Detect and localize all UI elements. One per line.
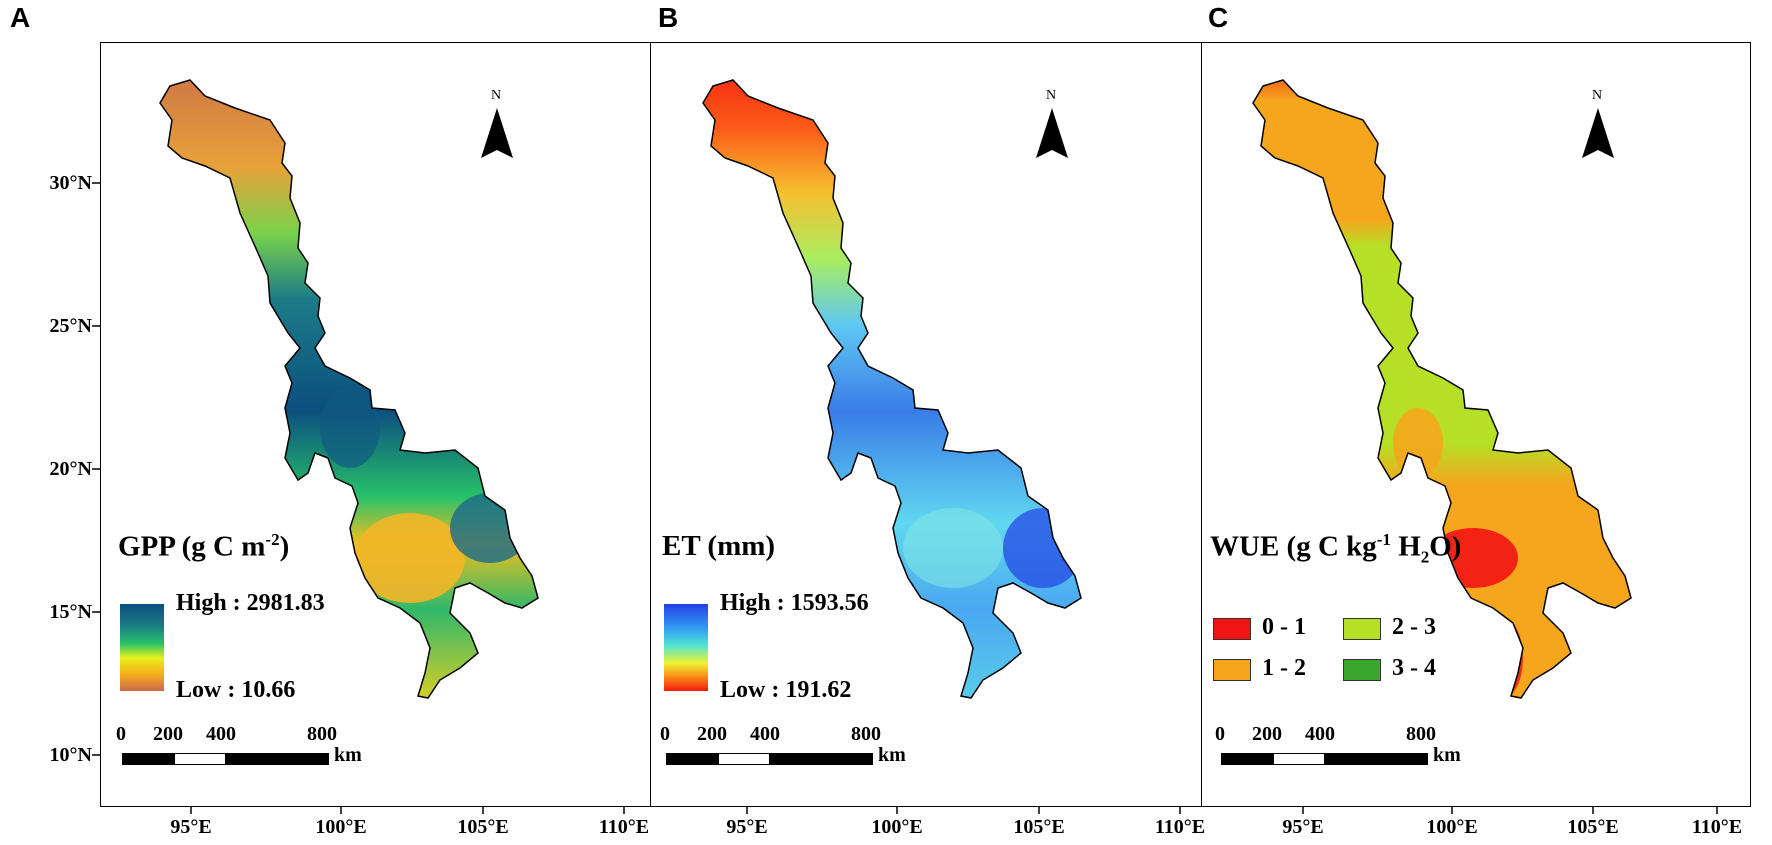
panel-c-scale-tick-400: 400 bbox=[1305, 723, 1335, 745]
lat-label-15n: 15°N bbox=[49, 601, 92, 623]
panel-c-scale-tick-200: 200 bbox=[1252, 723, 1282, 745]
panel-c-scale-tick-0: 0 bbox=[1215, 723, 1225, 745]
panel-c-scale-seg-2 bbox=[1273, 753, 1325, 765]
lon-label-110e-b: 110°E bbox=[1154, 816, 1206, 838]
panel-a-basin-map bbox=[159, 79, 539, 699]
panel-b-north-label: N bbox=[1046, 88, 1057, 103]
panel-b-high-label: High : 1593.56 bbox=[720, 590, 869, 616]
panel-c-class-swatch-3-4 bbox=[1343, 659, 1381, 681]
panel-a-north-label: N bbox=[491, 88, 502, 103]
lon-label-105e-b: 105°E bbox=[1013, 816, 1065, 838]
panel-a-north-arrow-icon bbox=[481, 108, 513, 158]
panel-a-letter: A bbox=[10, 2, 31, 33]
panel-a-scale-tick-200: 200 bbox=[153, 723, 183, 745]
lat-label-10n: 10°N bbox=[49, 744, 92, 766]
panel-c-legend-title: WUE (g C kg-1 H2O) bbox=[1210, 530, 1462, 567]
lon-label-95e-b: 95°E bbox=[726, 816, 768, 838]
panel-a-low-label: Low : 10.66 bbox=[176, 677, 296, 703]
lon-label-100e-c: 100°E bbox=[1426, 816, 1478, 838]
panel-b-letter: B bbox=[658, 2, 679, 33]
panel-a-scale-tick-400: 400 bbox=[206, 723, 236, 745]
lon-label-105e-a: 105°E bbox=[457, 816, 509, 838]
panel-a-legend-title: GPP (g C m-2) bbox=[118, 530, 290, 563]
lon-ticks bbox=[190, 806, 1718, 814]
panel-b-scale-seg-1 bbox=[666, 753, 718, 765]
lat-label-30n: 30°N bbox=[49, 172, 92, 194]
panel-b-scale-unit: km bbox=[878, 744, 906, 766]
panel-c-class-label-3-4: 3 - 4 bbox=[1392, 655, 1436, 681]
panel-c-scale-seg-1 bbox=[1221, 753, 1273, 765]
lon-label-100e-a: 100°E bbox=[315, 816, 367, 838]
panel-b-scale-seg-3 bbox=[770, 753, 873, 765]
panel-c-class-swatch-1-2 bbox=[1213, 659, 1251, 681]
lon-label-95e-a: 95°E bbox=[170, 816, 212, 838]
panel-c-class-label-0-1: 0 - 1 bbox=[1262, 614, 1306, 640]
panel-c-north-arrow-icon bbox=[1582, 108, 1614, 158]
panel-a-scale-tick-800: 800 bbox=[307, 723, 337, 745]
panel-a-scale-seg-1 bbox=[122, 753, 174, 765]
panel-a-color-ramp bbox=[120, 604, 164, 691]
panel-b-scale-tick-200: 200 bbox=[697, 723, 727, 745]
lon-label-110e-a: 110°E bbox=[598, 816, 650, 838]
panel-c-class-swatch-2-3 bbox=[1343, 618, 1381, 640]
panel-b-color-ramp bbox=[664, 604, 708, 691]
panel-a-scale-unit: km bbox=[334, 744, 362, 766]
lon-label-100e-b: 100°E bbox=[871, 816, 923, 838]
panel-a-high-label: High : 2981.83 bbox=[176, 590, 325, 616]
panel-b-scale-tick-400: 400 bbox=[750, 723, 780, 745]
panel-c-scale-unit: km bbox=[1433, 744, 1461, 766]
panel-c-basin-map bbox=[1252, 79, 1632, 699]
panel-b-low-label: Low : 191.62 bbox=[720, 677, 852, 703]
panel-c-class-swatch-0-1 bbox=[1213, 618, 1251, 640]
panel-b-scale-seg-2 bbox=[718, 753, 770, 765]
panel-c-scale-seg-3 bbox=[1325, 753, 1428, 765]
lon-label-105e-c: 105°E bbox=[1567, 816, 1619, 838]
lat-label-25n: 25°N bbox=[49, 315, 92, 337]
lat-label-20n: 20°N bbox=[49, 458, 92, 480]
panel-a-scale-tick-0: 0 bbox=[116, 723, 126, 745]
panel-b-scale-tick-800: 800 bbox=[851, 723, 881, 745]
panel-c-class-label-1-2: 1 - 2 bbox=[1262, 655, 1306, 681]
panel-a-scale-seg-2 bbox=[174, 753, 226, 765]
lon-label-110e-c: 110°E bbox=[1691, 816, 1743, 838]
panel-c-letter: C bbox=[1208, 2, 1229, 33]
panel-c-frame bbox=[1201, 42, 1751, 807]
lon-label-95e-c: 95°E bbox=[1282, 816, 1324, 838]
panel-c-north-label: N bbox=[1592, 88, 1603, 103]
panel-a-scale-seg-3 bbox=[226, 753, 329, 765]
panel-c-scale-tick-800: 800 bbox=[1406, 723, 1436, 745]
panel-b-north-arrow-icon bbox=[1036, 108, 1068, 158]
panel-b-legend-title: ET (mm) bbox=[662, 530, 776, 562]
panel-b-scale-tick-0: 0 bbox=[660, 723, 670, 745]
panel-b-basin-map bbox=[702, 79, 1082, 699]
lat-ticks bbox=[92, 182, 101, 756]
panel-c-class-label-2-3: 2 - 3 bbox=[1392, 614, 1436, 640]
